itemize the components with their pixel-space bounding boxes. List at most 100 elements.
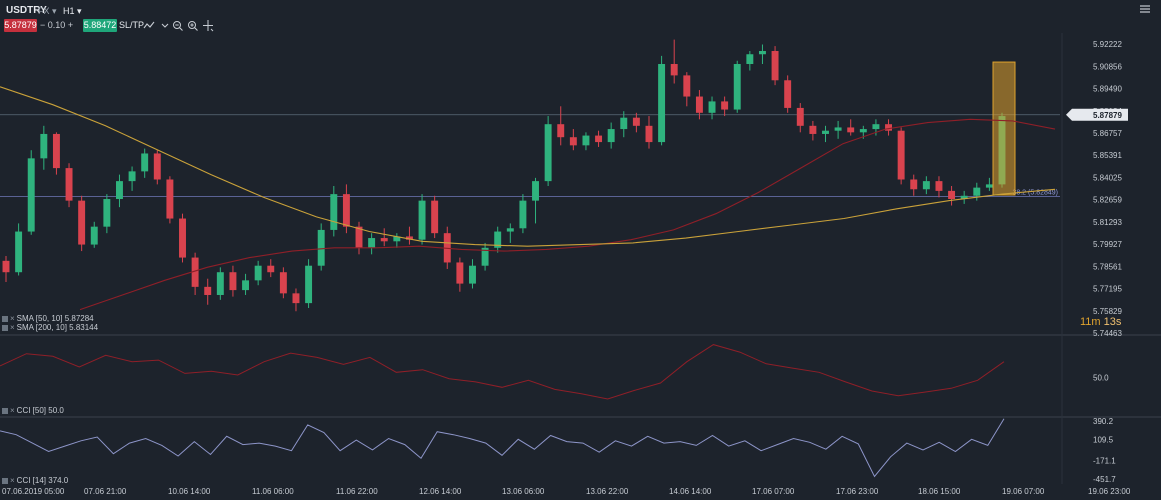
sma50-legend[interactable]: × SMA [50, 10] 5.87284 xyxy=(2,314,94,324)
candle-body xyxy=(292,293,300,304)
candle-body xyxy=(532,181,539,201)
price-tick-label: 5.77195 xyxy=(1093,285,1122,294)
cci14-legend[interactable]: × CCI [14] 374.0 xyxy=(2,476,68,486)
candle-body xyxy=(380,238,388,242)
cci50-label: CCI [50] 50.0 xyxy=(16,406,64,415)
close-icon[interactable]: × xyxy=(10,314,15,323)
candle-body xyxy=(204,286,212,295)
candle-body xyxy=(179,218,186,258)
candle-body xyxy=(557,124,565,138)
time-tick-label: 07.06 21:00 xyxy=(84,487,127,496)
price-tick-label: 5.84025 xyxy=(1093,173,1122,182)
timeframe-selector[interactable]: H1 ▾ xyxy=(63,4,82,18)
time-tick-label: 13.06 22:00 xyxy=(586,487,629,496)
price-tick-label: 5.85391 xyxy=(1093,151,1122,160)
cci50-legend[interactable]: × CCI [50] 50.0 xyxy=(2,406,64,416)
candle-body xyxy=(78,200,86,245)
candle-body xyxy=(960,195,968,200)
sltp-button[interactable]: SL/TP xyxy=(119,20,145,30)
cci14-tick-label: 109.5 xyxy=(1093,435,1114,444)
candle-body xyxy=(885,124,892,131)
menu-icon[interactable] xyxy=(1138,4,1152,14)
price-tick-label: 5.79927 xyxy=(1093,240,1122,249)
candle-body xyxy=(695,96,703,113)
candle-body xyxy=(607,129,615,143)
candle-body xyxy=(733,64,741,110)
zoom-out-icon[interactable] xyxy=(172,19,184,32)
candle-body xyxy=(658,64,666,143)
candle-body xyxy=(620,117,628,130)
time-tick-label: 17.06 23:00 xyxy=(836,487,879,496)
candle-body xyxy=(494,231,502,248)
price-tick-label: 5.81293 xyxy=(1093,218,1122,227)
visibility-toggle-icon[interactable] xyxy=(2,315,8,322)
candle-body xyxy=(822,130,829,134)
price-tick-label: 5.78561 xyxy=(1093,262,1122,271)
current-price-tag: 5.87879 xyxy=(1066,108,1128,121)
price-tick-label: 5.89490 xyxy=(1093,85,1122,94)
candle-body xyxy=(595,135,603,143)
candle-body xyxy=(897,130,905,180)
cci14-tick-label: -171.1 xyxy=(1093,457,1116,466)
time-tick-label: 19.06 07:00 xyxy=(1002,487,1045,496)
current-price-value: 5.87879 xyxy=(1093,111,1122,120)
candle-body xyxy=(40,133,48,159)
candle-body xyxy=(242,280,250,291)
sma200-legend[interactable]: × SMA [200, 10] 5.83144 xyxy=(2,323,98,333)
candle-body xyxy=(52,133,60,169)
close-icon[interactable]: × xyxy=(10,406,15,415)
close-icon[interactable]: × xyxy=(10,323,15,332)
candle-body xyxy=(784,80,792,108)
candle-body xyxy=(368,238,376,248)
candle-body xyxy=(721,101,729,110)
candle-body xyxy=(683,75,691,97)
symbol-selector[interactable]: USDTRY xyxy=(6,5,47,16)
sma200-label: SMA [200, 10] 5.83144 xyxy=(16,323,99,332)
candle-body xyxy=(948,190,956,200)
buy-price-button[interactable]: 5.88472 xyxy=(83,19,117,32)
last-candle-highlight xyxy=(992,61,1016,196)
time-tick-label: 17.06 07:00 xyxy=(752,487,795,496)
candle-body xyxy=(973,187,981,196)
visibility-toggle-icon[interactable] xyxy=(2,324,8,331)
candle-body xyxy=(15,231,23,273)
candle-body xyxy=(645,125,653,143)
line-chart-icon[interactable] xyxy=(143,19,155,32)
chevron-down-icon[interactable] xyxy=(159,19,171,32)
decrease-quantity-button[interactable]: − xyxy=(40,20,46,30)
timeframe-label: H1 xyxy=(63,6,75,16)
increase-quantity-button[interactable]: + xyxy=(67,20,74,30)
candle-body xyxy=(582,135,590,146)
time-tick-label: 07.06.2019 05:00 xyxy=(2,487,65,496)
candle-body xyxy=(191,257,199,287)
candle-body xyxy=(872,124,880,130)
fibonacci-level-label: 38.2 (5.82849) xyxy=(1012,190,1058,197)
candle-body xyxy=(267,265,275,273)
candle-body xyxy=(216,272,224,295)
time-tick-label: 13.06 06:00 xyxy=(502,487,545,496)
visibility-toggle-icon[interactable] xyxy=(2,477,8,484)
time-tick-label: 19.06 23:00 xyxy=(1088,487,1131,496)
candle-body xyxy=(90,226,98,245)
cci14-tick-label: 390.2 xyxy=(1093,417,1114,426)
candle-body xyxy=(103,199,111,227)
countdown-minutes: 11m xyxy=(1080,316,1101,328)
price-tick-label: 5.75829 xyxy=(1093,307,1122,316)
visibility-toggle-icon[interactable] xyxy=(2,407,8,414)
time-tick-label: 11.06 06:00 xyxy=(252,487,294,496)
candle-body xyxy=(405,236,413,240)
crosshair-icon[interactable] xyxy=(202,19,214,32)
candle-body xyxy=(935,181,943,191)
sell-price-button[interactable]: 5.87879 xyxy=(4,19,37,32)
time-tick-label: 18.06 15:00 xyxy=(918,487,961,496)
candle-body xyxy=(229,272,237,291)
candle-body xyxy=(317,229,325,266)
cci14-line xyxy=(0,418,1005,478)
close-icon[interactable]: × xyxy=(10,476,15,485)
candle-body xyxy=(910,179,918,190)
quantity-stepper[interactable]: − 0.10 + xyxy=(40,19,73,32)
zoom-in-icon[interactable] xyxy=(187,19,199,32)
market-selector[interactable]: FX ▾ xyxy=(38,4,57,18)
